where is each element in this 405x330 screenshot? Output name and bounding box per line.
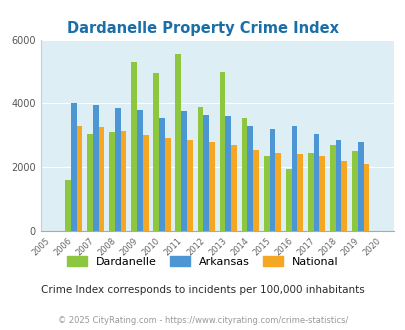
Bar (131, 62, 137, 231)
Bar (296, 154, 303, 231)
Bar (241, 118, 247, 231)
Bar (87, 134, 93, 231)
Bar (335, 140, 341, 231)
Bar (98, 127, 104, 231)
Text: Dardanelle Property Crime Index: Dardanelle Property Crime Index (67, 21, 338, 36)
Bar (291, 126, 296, 231)
Bar (65, 180, 70, 231)
Bar (203, 115, 209, 231)
Bar (143, 135, 148, 231)
Text: Crime Index corresponds to incidents per 100,000 inhabitants: Crime Index corresponds to incidents per… (41, 285, 364, 295)
Bar (159, 118, 164, 231)
Bar (253, 150, 258, 231)
Bar (357, 142, 363, 231)
Bar (269, 129, 275, 231)
Bar (247, 126, 253, 231)
Bar (263, 156, 269, 231)
Bar (115, 108, 120, 231)
Bar (351, 151, 357, 231)
Bar (230, 145, 236, 231)
Bar (93, 105, 98, 231)
Bar (175, 54, 181, 231)
Bar (285, 169, 291, 231)
Bar (120, 130, 126, 231)
Text: © 2025 CityRating.com - https://www.cityrating.com/crime-statistics/: © 2025 CityRating.com - https://www.city… (58, 315, 347, 325)
Bar (341, 161, 346, 231)
Bar (164, 139, 170, 231)
Bar (187, 140, 192, 231)
Bar (225, 116, 230, 231)
Legend: Dardanelle, Arkansas, National: Dardanelle, Arkansas, National (67, 256, 338, 267)
Bar (363, 164, 369, 231)
Bar (313, 134, 319, 231)
Bar (137, 110, 143, 231)
Bar (209, 142, 214, 231)
Bar (219, 72, 225, 231)
Bar (197, 107, 203, 231)
Bar (153, 73, 159, 231)
Bar (70, 103, 77, 231)
Bar (77, 126, 82, 231)
Bar (329, 145, 335, 231)
Bar (275, 153, 280, 231)
Bar (109, 132, 115, 231)
Bar (307, 153, 313, 231)
Bar (181, 112, 187, 231)
Bar (319, 156, 324, 231)
